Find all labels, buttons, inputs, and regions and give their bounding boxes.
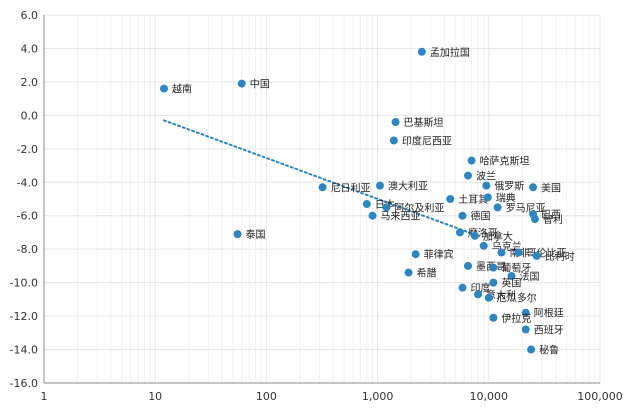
trendline-line: [163, 119, 480, 237]
point-label: 中国: [250, 78, 270, 91]
point-label: 波兰: [476, 170, 496, 183]
data-point: [489, 313, 498, 322]
y-tick-label: 2.0: [21, 76, 39, 89]
point-label: 比利时: [545, 251, 575, 263]
point-label: 印度尼西亚: [402, 134, 452, 147]
point-label: 西班牙: [534, 324, 564, 336]
grid: [43, 14, 601, 384]
x-tick-label: 1: [41, 390, 48, 403]
point-label: 哈萨克斯坦: [480, 155, 530, 168]
data-point: [233, 230, 242, 239]
point-label: 巴基斯坦: [404, 116, 444, 129]
data-point: [489, 278, 498, 287]
point-label: 越南: [172, 83, 192, 96]
y-tick-label: -8.0: [17, 243, 38, 256]
data-point: [530, 215, 539, 224]
data-point: [404, 268, 413, 277]
point-label: 意大利: [486, 288, 516, 301]
point-label: 智利: [543, 213, 563, 226]
point-label: 加拿大: [483, 230, 513, 243]
data-point: [391, 118, 400, 127]
data-point: [521, 325, 530, 334]
data-point: [382, 203, 391, 212]
y-tick-label: -16.0: [10, 377, 38, 390]
data-point: [482, 181, 491, 190]
point-label: 厄瓜多尔: [497, 292, 537, 305]
point-label: 阿尔及利亚: [394, 201, 444, 214]
data-point: [521, 308, 530, 317]
data-point: [463, 171, 472, 180]
y-tick-label: 4.0: [21, 42, 39, 55]
y-tick-label: -2.0: [17, 143, 38, 156]
data-point: [463, 261, 472, 270]
x-tick-label: 1,000: [362, 390, 394, 403]
data-point: [470, 231, 479, 240]
point-label: 法国: [519, 270, 539, 283]
x-tick-label: 10: [148, 390, 162, 403]
point-label: 菲律宾: [424, 248, 454, 261]
point-label: 尼日利亚: [331, 182, 371, 194]
point-label: 瑞典: [496, 191, 516, 204]
x-tick-label: 10,000: [470, 390, 509, 403]
point-label: 希腊: [417, 267, 437, 280]
point-label: 俄罗斯: [494, 180, 524, 193]
data-point: [514, 248, 523, 257]
data-point: [455, 228, 464, 237]
data-point: [375, 181, 384, 190]
data-point: [417, 47, 426, 56]
point-label: 澳大利亚: [388, 180, 428, 193]
data-point: [507, 271, 516, 280]
data-point: [467, 156, 476, 165]
data-point: [483, 193, 492, 202]
data-point: [389, 136, 398, 145]
x-tick-label: 100: [256, 390, 277, 403]
point-label: 泰国: [246, 228, 266, 241]
point-label: 罗马尼亚: [506, 202, 546, 214]
data-point: [479, 241, 488, 250]
data-point: [529, 183, 538, 192]
data-point: [474, 290, 483, 299]
data-point: [237, 79, 246, 88]
y-tick-label: -6.0: [17, 210, 38, 223]
data-point: [493, 203, 502, 212]
data-point: [368, 211, 377, 220]
data-point: [489, 263, 498, 272]
point-label: 美国: [541, 181, 561, 194]
point-label: 德国: [470, 210, 490, 223]
data-point: [458, 211, 467, 220]
tick-labels: 6.0 4.0 2.0 0.0 -2.0 -4.0 -6.0 -8.0 -10.0 -12.0 -1…: [10, 9, 623, 403]
data-point: [527, 345, 536, 354]
point-label: 伊拉克: [501, 312, 531, 325]
y-tick-label: -4.0: [17, 176, 38, 189]
point-label: 土耳其: [458, 193, 488, 206]
x-tick-label: 100,000: [577, 390, 623, 403]
data-point: [497, 248, 506, 257]
point-label: 马来西亚: [381, 211, 421, 223]
point-label: 巴西: [541, 209, 561, 221]
point-label: 葡萄牙: [501, 262, 531, 275]
y-tick-label: 0.0: [21, 109, 39, 122]
y-tick-label: -12.0: [10, 310, 38, 323]
data-point: [446, 195, 455, 203]
data-point: [160, 84, 169, 93]
data-point: [362, 200, 371, 209]
data-point: [458, 283, 467, 292]
point-label: 阿根廷: [534, 307, 564, 320]
data-point: [484, 293, 493, 302]
y-tick-label: -10.0: [10, 277, 38, 290]
data-point: [532, 251, 541, 260]
trendline: [163, 119, 480, 237]
data-point: [318, 183, 327, 192]
point-label: 秘鲁: [539, 344, 559, 357]
y-tick-label: 6.0: [21, 9, 39, 22]
y-tick-label: -14.0: [10, 344, 38, 357]
point-label: 孟加拉国: [430, 46, 470, 59]
data-point: [411, 250, 420, 259]
point-label: 英国: [501, 277, 521, 290]
axes: [43, 15, 600, 384]
